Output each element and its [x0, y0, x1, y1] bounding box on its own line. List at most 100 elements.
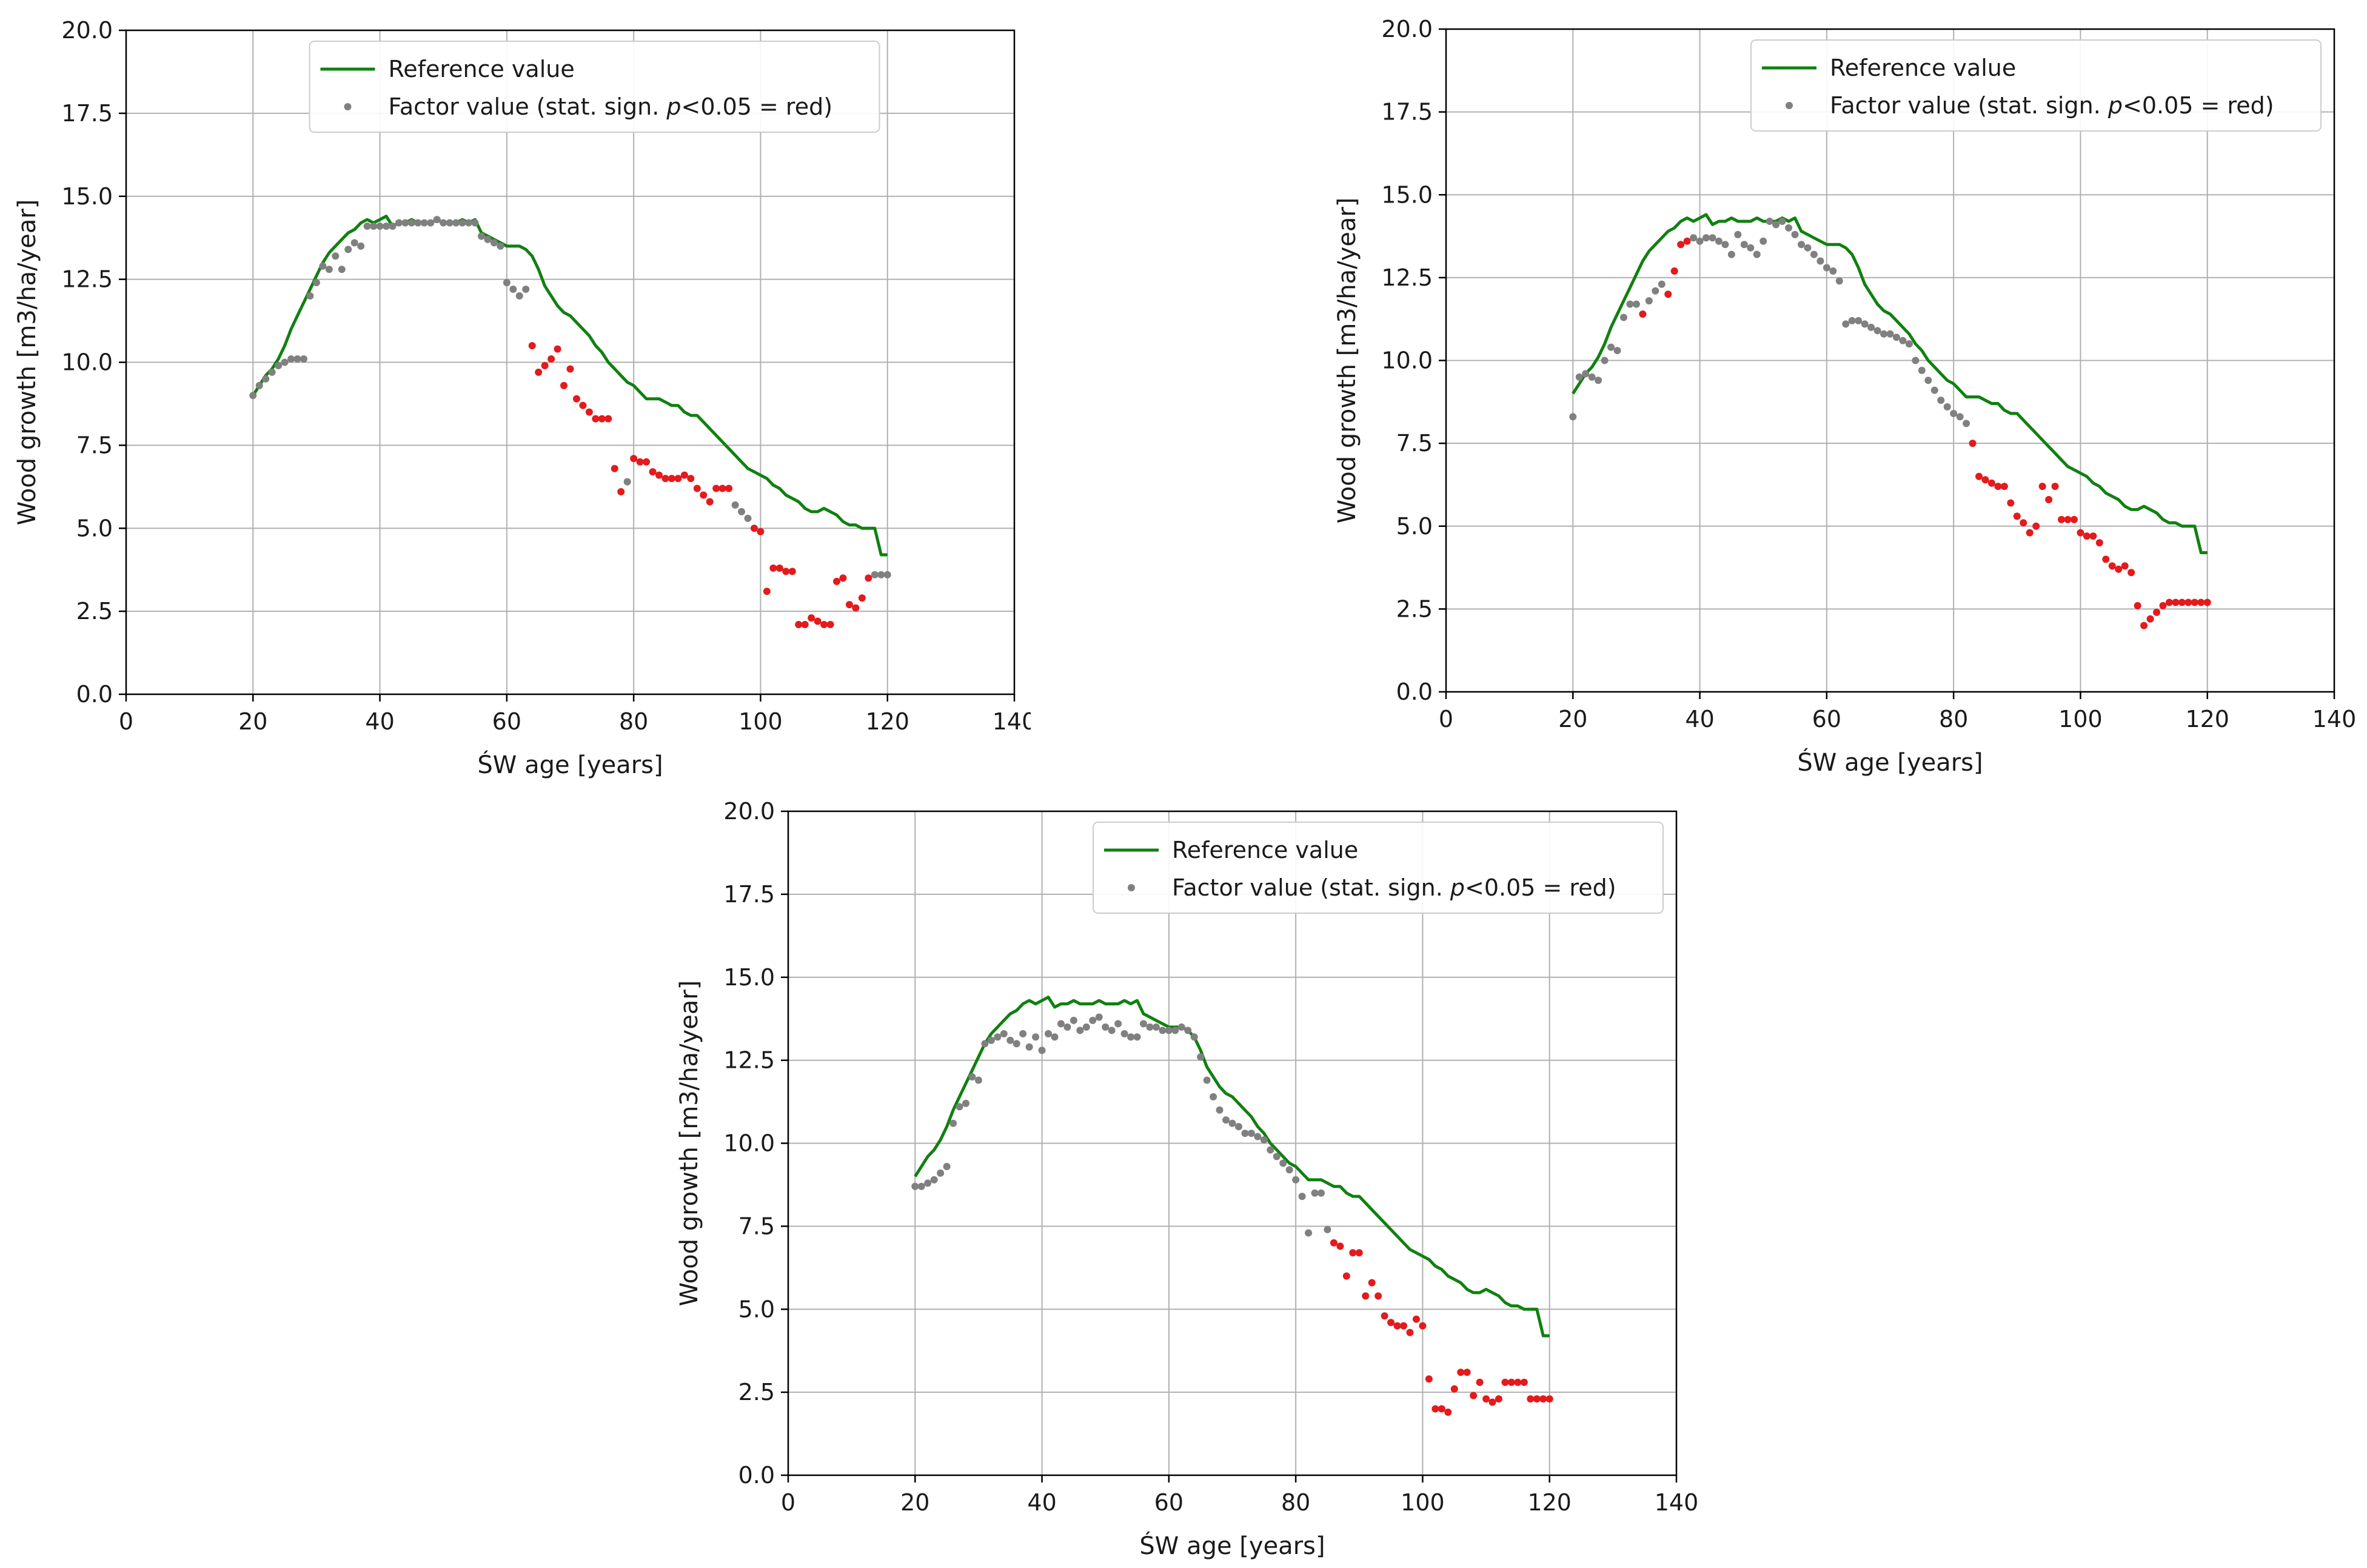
x-tick-label: 80 [619, 708, 648, 735]
factor-point [287, 355, 295, 363]
factor-point [319, 262, 327, 270]
legend-point-swatch [1786, 102, 1793, 109]
x-axis-label: ŚW age [years] [1139, 1531, 1325, 1560]
factor-point [1727, 250, 1735, 258]
factor-point-significant [1482, 1395, 1490, 1403]
y-tick-label: 10.0 [61, 349, 113, 376]
factor-point [1861, 320, 1869, 328]
x-axis-label: ŚW age [years] [1797, 748, 1983, 777]
factor-point-significant [2070, 515, 2078, 523]
factor-point-significant [845, 601, 853, 609]
factor-point [1880, 330, 1888, 338]
factor-point [1632, 300, 1640, 308]
factor-point [1089, 1016, 1097, 1024]
legend-factor-label: Factor value (stat. sign. p<0.05 = red) [1172, 874, 1616, 901]
legend-factor-prefix: Factor value (stat. sign. [1830, 92, 2108, 119]
factor-point-significant [649, 468, 657, 476]
factor-point-significant [2000, 483, 2008, 491]
factor-point [1950, 409, 1958, 417]
factor-point-significant [528, 342, 536, 350]
factor-point-significant [858, 594, 866, 602]
x-tick-label: 120 [2185, 706, 2229, 732]
y-tick-label: 12.5 [61, 266, 113, 293]
x-tick-label: 100 [738, 708, 783, 735]
factor-point-significant [808, 614, 815, 622]
factor-point-significant [668, 475, 675, 483]
factor-point [1601, 357, 1609, 364]
factor-point [370, 223, 378, 230]
factor-point [1222, 1116, 1230, 1124]
factor-point-significant [535, 368, 543, 376]
x-tick-label: 0 [119, 708, 133, 735]
y-tick-label: 20.0 [723, 798, 775, 825]
factor-point [458, 219, 466, 227]
factor-point [312, 279, 320, 287]
factor-point [1019, 1030, 1027, 1037]
factor-point-significant [1507, 1378, 1515, 1386]
factor-point-significant [2020, 519, 2027, 527]
factor-point-significant [865, 574, 872, 582]
factor-point [1298, 1193, 1306, 1201]
factor-point [1937, 397, 1945, 404]
y-axis-label: Wood growth [m3/ha/year] [13, 199, 41, 526]
factor-point-significant [1425, 1375, 1433, 1383]
factor-point-significant [820, 621, 828, 629]
factor-point [1025, 1043, 1033, 1051]
factor-point-significant [1368, 1279, 1376, 1287]
factor-point-significant [2007, 499, 2015, 507]
factor-point [1216, 1106, 1224, 1114]
factor-point [1867, 323, 1875, 331]
factor-point [1210, 1093, 1217, 1101]
x-tick-label: 140 [1655, 1489, 1699, 1516]
factor-point-significant [1431, 1405, 1439, 1413]
y-tick-label: 17.5 [61, 100, 113, 127]
factor-point-significant [1470, 1392, 1478, 1399]
factor-point-significant [1476, 1378, 1484, 1386]
factor-point-significant [1514, 1378, 1522, 1386]
factor-point [1292, 1176, 1300, 1184]
factor-point-significant [1539, 1395, 1547, 1403]
factor-point [1165, 1027, 1173, 1034]
factor-point-significant [1463, 1369, 1471, 1376]
factor-point [1721, 241, 1729, 249]
factor-point [1311, 1189, 1319, 1197]
factor-point-significant [1545, 1395, 1553, 1403]
factor-point-significant [826, 621, 834, 629]
factor-point [255, 381, 263, 389]
y-tick-label: 0.0 [738, 1462, 775, 1489]
factor-point [1076, 1027, 1084, 1034]
factor-point [350, 239, 358, 247]
factor-point-significant [1400, 1322, 1408, 1330]
y-tick-label: 15.0 [1381, 181, 1433, 208]
factor-point-significant [592, 415, 600, 423]
factor-point [1810, 250, 1818, 258]
factor-point-significant [554, 345, 561, 353]
factor-point [344, 246, 352, 253]
factor-point [962, 1099, 969, 1107]
legend-factor-label: Factor value (stat. sign. p<0.05 = red) [389, 93, 833, 120]
factor-point [1690, 234, 1698, 242]
legend: Reference value Factor value (stat. sign.… [1093, 822, 1664, 914]
factor-point [1241, 1130, 1249, 1137]
factor-point [1823, 264, 1830, 272]
x-tick-label: 100 [2058, 706, 2103, 732]
factor-point-significant [2032, 522, 2040, 530]
factor-point [1190, 1033, 1198, 1041]
factor-point-significant [560, 381, 568, 389]
factor-point [731, 501, 739, 509]
x-tick-label: 140 [2312, 706, 2357, 732]
factor-point-significant [1683, 237, 1691, 245]
chart-top-left: 0 20 40 60 80 100 120 140 0.0 2.5 5.0 7.5 10.0 12.5 15… [13, 17, 1031, 779]
factor-point [478, 232, 485, 240]
factor-point-significant [1994, 483, 2002, 491]
factor-point [987, 1036, 995, 1044]
factor-point [332, 252, 340, 260]
y-tick-label: 5.0 [738, 1296, 775, 1322]
factor-point [1835, 277, 1843, 285]
factor-point [1234, 1123, 1242, 1131]
factor-point [1159, 1027, 1167, 1034]
factor-point-significant [1393, 1322, 1401, 1330]
factor-point [974, 1076, 982, 1084]
factor-points [911, 1013, 1553, 1416]
factor-point-significant [547, 355, 555, 363]
